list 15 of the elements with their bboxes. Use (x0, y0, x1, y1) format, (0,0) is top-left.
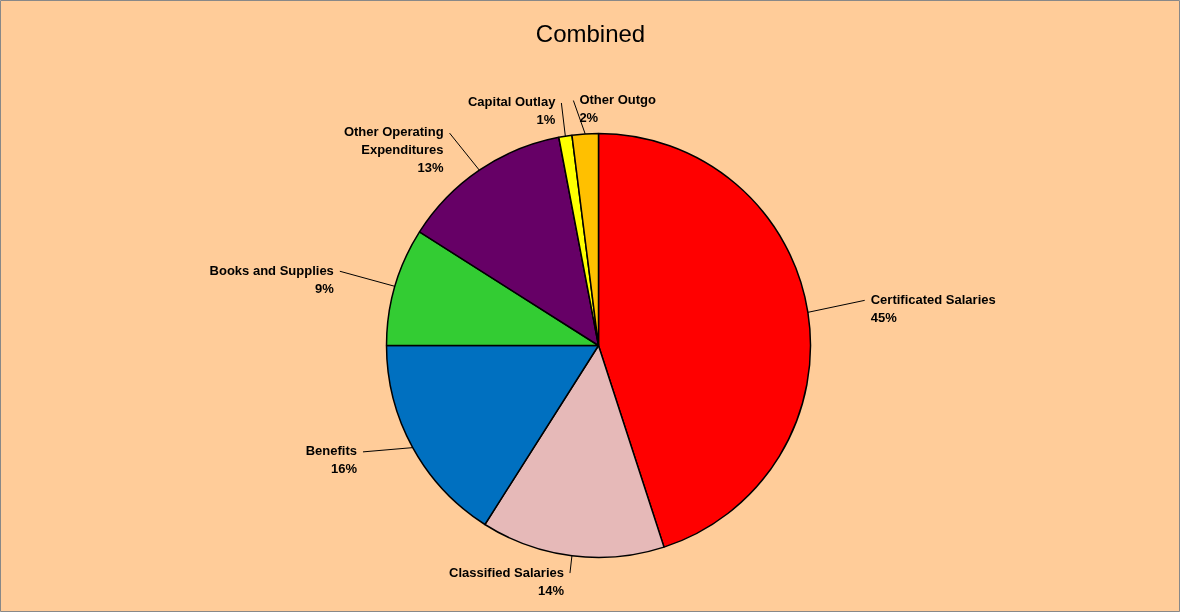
slice-label: Classified Salaries (449, 564, 564, 580)
data-label: 9% (315, 280, 335, 296)
data-label: 2% (579, 110, 599, 126)
slice-label: Capital Outlay (467, 94, 557, 110)
data-label: 14% (537, 582, 565, 598)
data-label: 45% (870, 309, 898, 325)
slice-label: Benefits (305, 443, 357, 459)
data-label: 1% (536, 112, 556, 128)
slice-label: Books and Supplies (209, 262, 334, 278)
slice-label: Other Operating Expenditures (343, 123, 444, 157)
slice-label: Certificated Salaries (870, 291, 996, 307)
data-label: 16% (330, 461, 358, 477)
chart-title: Combined (535, 20, 646, 47)
slice-label: Other Outgo (579, 92, 656, 108)
data-label: 13% (417, 159, 445, 175)
